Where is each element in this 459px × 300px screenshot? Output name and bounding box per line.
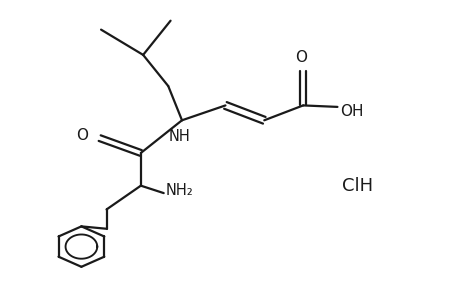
- Text: OH: OH: [339, 104, 363, 119]
- Text: ClH: ClH: [341, 177, 373, 195]
- Text: NH₂: NH₂: [166, 183, 193, 198]
- Text: NH: NH: [168, 129, 190, 144]
- Text: O: O: [76, 128, 88, 142]
- Text: O: O: [294, 50, 306, 65]
